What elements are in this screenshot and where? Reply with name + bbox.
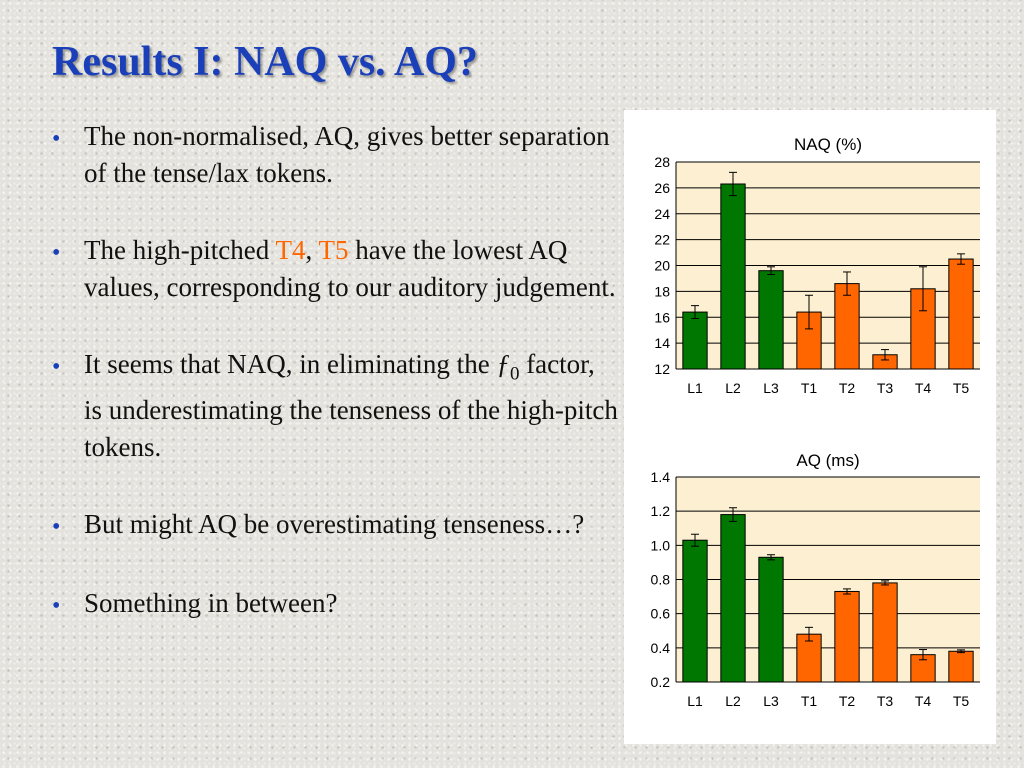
naq-ytick-label: 18 bbox=[654, 283, 670, 299]
naq-error-bar-t5 bbox=[957, 253, 965, 265]
naq-ytick-label: 28 bbox=[654, 154, 670, 170]
aq-bar-t5 bbox=[948, 650, 974, 683]
bullet-3-text-after: factor, is underestimating the tenseness… bbox=[84, 349, 618, 463]
aq-bar-t2 bbox=[834, 590, 860, 683]
naq-bar-l3 bbox=[758, 270, 784, 370]
naq-bar-l1 bbox=[682, 311, 708, 370]
naq-bar-t5 bbox=[948, 258, 974, 370]
bullet-2-highlight-t4: T4 bbox=[275, 235, 306, 265]
aq-xtick-label-t1: T1 bbox=[801, 693, 818, 709]
aq-error-bar-t4 bbox=[919, 649, 927, 661]
bullet-1: • The non-normalised, AQ, gives better s… bbox=[46, 118, 618, 192]
aq-ytick-label: 1.0 bbox=[651, 537, 671, 553]
bullet-dot-icon: • bbox=[52, 593, 61, 620]
aq-bar-l3 bbox=[758, 556, 784, 683]
aq-error-bar-l3 bbox=[767, 554, 775, 561]
naq-error-bar-t3 bbox=[881, 349, 889, 361]
aq-bar-t1 bbox=[796, 633, 822, 683]
aq-error-bar-t3 bbox=[881, 580, 889, 586]
naq-ytick-label: 20 bbox=[654, 258, 670, 274]
aq-ytick-label: 0.4 bbox=[651, 640, 671, 656]
bullet-2-highlight-t5: T5 bbox=[318, 235, 349, 265]
aq-ytick-label: 1.4 bbox=[651, 469, 671, 485]
bullet-4-text: But might AQ be overestimating tenseness… bbox=[84, 509, 585, 540]
aq-xtick-label-l3: L3 bbox=[763, 693, 779, 709]
bullet-list: • The non-normalised, AQ, gives better s… bbox=[46, 118, 618, 622]
aq-xtick-label-l2: L2 bbox=[725, 693, 741, 709]
aq-chart: AQ (ms) 0.2 0.4 0.6 0.8 1.0 1.2 1.4 L1 L2 L3 T1 T2 T3… bbox=[651, 451, 980, 709]
naq-ytick-label: 22 bbox=[654, 232, 670, 248]
bullet-dot-icon: • bbox=[52, 240, 61, 266]
bullet-dot-icon: • bbox=[52, 126, 61, 152]
naq-error-bar-l2 bbox=[729, 171, 737, 197]
bullet-2-text-before: The high-pitched bbox=[84, 235, 276, 265]
aq-error-bar-l1 bbox=[691, 533, 699, 547]
aq-xtick-label-t5: T5 bbox=[953, 693, 970, 709]
aq-ytick-label: 0.8 bbox=[651, 572, 671, 588]
naq-ytick-label: 26 bbox=[654, 180, 670, 196]
f0-symbol: ƒ0 bbox=[496, 349, 519, 384]
aq-xtick-label-l1: L1 bbox=[687, 693, 703, 709]
naq-ytick-label: 12 bbox=[654, 361, 670, 377]
aq-bar-l2 bbox=[720, 514, 746, 683]
naq-chart: NAQ (%) 12 14 16 18 20 22 24 26 28 L1 L2 L3 T1 T2 T3 T4 T… bbox=[654, 135, 980, 396]
aq-xtick-label-t3: T3 bbox=[877, 693, 894, 709]
slide-title: Results I: NAQ vs. AQ? bbox=[52, 39, 478, 85]
aq-ytick-label: 1.2 bbox=[651, 503, 671, 519]
aq-bar-l1 bbox=[682, 539, 708, 683]
naq-error-bar-t2 bbox=[843, 271, 851, 296]
bullet-2: • The high-pitched T4, T5 have the lowes… bbox=[46, 232, 618, 306]
chart-panel: NAQ (%) 12 14 16 18 20 22 24 26 28 L1 L2 L3 T1 T2 T3 T4 T… bbox=[624, 110, 996, 744]
aq-error-bar-t1 bbox=[805, 626, 813, 642]
naq-xtick-label-l2: L2 bbox=[725, 380, 741, 396]
naq-xtick-label-t5: T5 bbox=[953, 380, 970, 396]
bullet-2-text-after: have the lowest AQ values, corresponding… bbox=[84, 235, 616, 302]
naq-bar-t2 bbox=[834, 283, 860, 370]
naq-ytick-label: 24 bbox=[654, 206, 670, 222]
aq-xtick-label-t4: T4 bbox=[915, 693, 932, 709]
naq-xtick-label-l3: L3 bbox=[763, 380, 779, 396]
bullet-4: • But might AQ be overestimating tensene… bbox=[46, 506, 618, 543]
naq-error-bar-l3 bbox=[767, 266, 775, 276]
bullet-2-comma: , bbox=[305, 235, 319, 265]
naq-chart-title: NAQ (%) bbox=[794, 135, 862, 154]
bullet-dot-icon: • bbox=[52, 514, 61, 541]
naq-ytick-label: 16 bbox=[654, 309, 670, 325]
aq-error-bar-t2 bbox=[843, 588, 851, 595]
aq-xtick-label-t2: T2 bbox=[839, 693, 856, 709]
f0-f: ƒ bbox=[496, 349, 510, 379]
aq-error-bar-t5 bbox=[957, 649, 965, 654]
naq-xtick-label-t4: T4 bbox=[915, 380, 932, 396]
naq-error-bar-t1 bbox=[805, 294, 813, 330]
bullet-dot-icon: • bbox=[52, 354, 61, 380]
aq-ytick-label: 0.6 bbox=[651, 606, 671, 622]
bullet-1-text: The non-normalised, AQ, gives better sep… bbox=[84, 121, 610, 188]
naq-ytick-label: 14 bbox=[654, 335, 670, 351]
naq-error-bar-t4 bbox=[919, 266, 927, 312]
naq-xtick-label-t2: T2 bbox=[839, 380, 856, 396]
naq-bar-l2 bbox=[720, 183, 746, 370]
bullet-5: • Something in between? bbox=[46, 585, 618, 622]
aq-bar-t3 bbox=[872, 582, 898, 683]
f0-subscript: 0 bbox=[509, 363, 520, 385]
bullet-3: • It seems that NAQ, in eliminating the … bbox=[46, 346, 618, 466]
naq-xtick-label-t3: T3 bbox=[877, 380, 894, 396]
aq-chart-title: AQ (ms) bbox=[796, 451, 859, 470]
naq-xtick-label-l1: L1 bbox=[687, 380, 703, 396]
naq-xtick-label-t1: T1 bbox=[801, 380, 818, 396]
bullet-5-text: Something in between? bbox=[84, 588, 338, 619]
naq-error-bar-l1 bbox=[691, 305, 699, 320]
aq-ytick-label: 0.2 bbox=[651, 674, 671, 690]
aq-error-bar-l2 bbox=[729, 507, 737, 522]
bullet-3-text-before: It seems that NAQ, in eliminating the bbox=[84, 349, 497, 379]
